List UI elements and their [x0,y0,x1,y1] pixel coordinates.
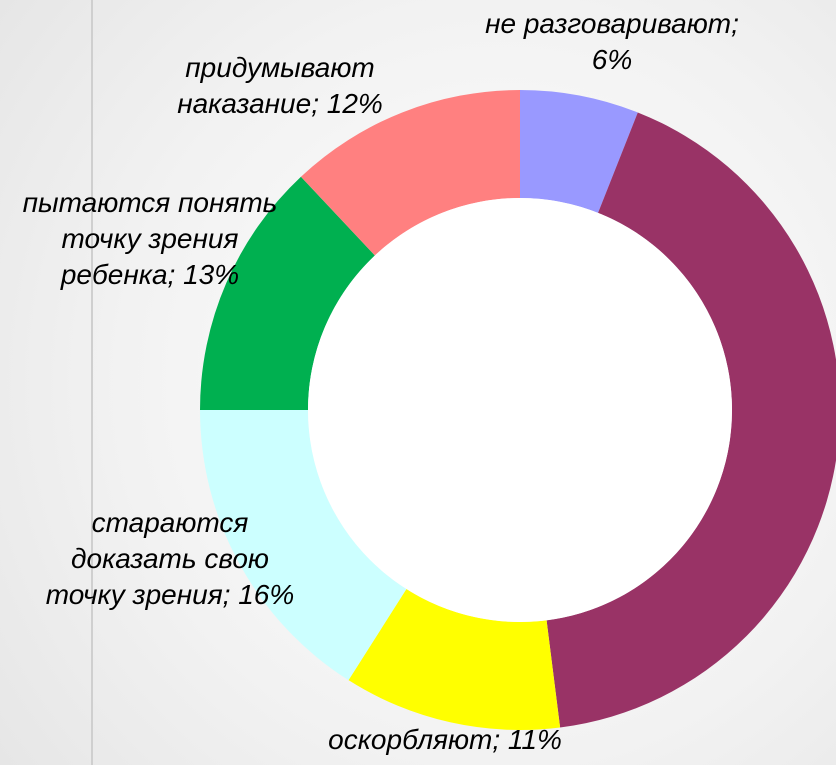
slice-label: придумывают наказание; 12% [130,50,430,122]
slice-label: не разговаривают; 6% [462,6,762,78]
donut-slice [200,176,375,410]
donut-slice [546,112,836,728]
donut-slice [520,90,638,213]
value-label: 11% [507,724,562,755]
center-picture [308,198,732,622]
value-label: 16% [238,579,295,610]
donut-slice [348,588,561,730]
category-label: оскорбляют; [328,724,501,755]
slice-label: оскорбляют; 11% [245,722,645,758]
category-label: пытаются понять точку зрения ребенка; [22,187,278,290]
value-label: 12% [326,88,383,119]
value-label: 13% [183,259,240,290]
slice-label: стараются доказать свою точку зрения; 16… [30,505,310,613]
donut-slice [300,90,520,256]
slice-label: пытаются понять точку зрения ребенка; 13… [5,185,295,293]
value-label: 6% [591,44,633,75]
donut-slice [200,410,407,681]
category-label: придумывают наказание; [177,52,375,119]
category-label: не разговаривают; [485,8,739,39]
category-label: стараются доказать свою точку зрения; [45,507,269,610]
